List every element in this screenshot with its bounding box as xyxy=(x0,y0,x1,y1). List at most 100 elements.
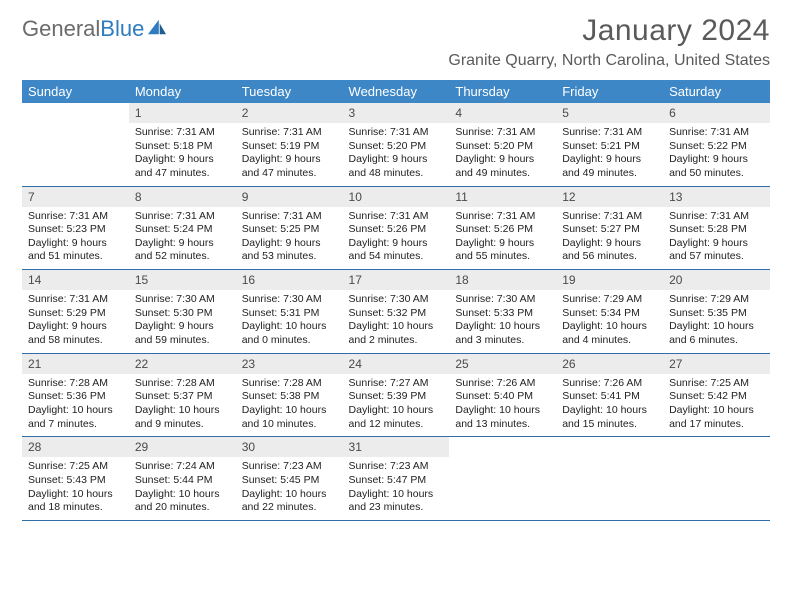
day-number: 5 xyxy=(556,103,663,123)
sunset-text: Sunset: 5:37 PM xyxy=(135,390,230,404)
sunrise-text: Sunrise: 7:29 AM xyxy=(669,293,764,307)
weekday-header-cell: Friday xyxy=(556,80,663,103)
brand-part1: General xyxy=(22,16,100,42)
sunset-text: Sunset: 5:21 PM xyxy=(562,140,657,154)
sunset-text: Sunset: 5:35 PM xyxy=(669,307,764,321)
daylight-text: Daylight: 10 hours and 13 minutes. xyxy=(455,404,550,431)
day-details: Sunrise: 7:26 AMSunset: 5:41 PMDaylight:… xyxy=(556,374,663,437)
daylight-text: Daylight: 9 hours and 47 minutes. xyxy=(135,153,230,180)
sunset-text: Sunset: 5:29 PM xyxy=(28,307,123,321)
day-number: 2 xyxy=(236,103,343,123)
calendar-body: . 1Sunrise: 7:31 AMSunset: 5:18 PMDaylig… xyxy=(22,103,770,520)
day-number: 31 xyxy=(343,437,450,457)
sunrise-text: Sunrise: 7:30 AM xyxy=(242,293,337,307)
day-details: Sunrise: 7:30 AMSunset: 5:31 PMDaylight:… xyxy=(236,290,343,353)
day-number: 22 xyxy=(129,354,236,374)
brand-logo: GeneralBlue xyxy=(22,16,168,42)
day-details: Sunrise: 7:28 AMSunset: 5:38 PMDaylight:… xyxy=(236,374,343,437)
daylight-text: Daylight: 9 hours and 55 minutes. xyxy=(455,237,550,264)
day-number: 4 xyxy=(449,103,556,123)
day-cell: 9Sunrise: 7:31 AMSunset: 5:25 PMDaylight… xyxy=(236,186,343,270)
day-number: 27 xyxy=(663,354,770,374)
day-cell: 12Sunrise: 7:31 AMSunset: 5:27 PMDayligh… xyxy=(556,186,663,270)
day-number: 19 xyxy=(556,270,663,290)
sunrise-text: Sunrise: 7:31 AM xyxy=(562,126,657,140)
sunrise-text: Sunrise: 7:25 AM xyxy=(28,460,123,474)
day-cell: 27Sunrise: 7:25 AMSunset: 5:42 PMDayligh… xyxy=(663,353,770,437)
day-details: Sunrise: 7:31 AMSunset: 5:18 PMDaylight:… xyxy=(129,123,236,186)
daylight-text: Daylight: 10 hours and 9 minutes. xyxy=(135,404,230,431)
day-details: Sunrise: 7:29 AMSunset: 5:34 PMDaylight:… xyxy=(556,290,663,353)
day-details: Sunrise: 7:23 AMSunset: 5:47 PMDaylight:… xyxy=(343,457,450,520)
day-cell: 3Sunrise: 7:31 AMSunset: 5:20 PMDaylight… xyxy=(343,103,450,186)
sunset-text: Sunset: 5:20 PM xyxy=(455,140,550,154)
day-details: Sunrise: 7:31 AMSunset: 5:26 PMDaylight:… xyxy=(449,207,556,270)
daylight-text: Daylight: 10 hours and 6 minutes. xyxy=(669,320,764,347)
day-cell: 15Sunrise: 7:30 AMSunset: 5:30 PMDayligh… xyxy=(129,270,236,354)
daylight-text: Daylight: 9 hours and 49 minutes. xyxy=(562,153,657,180)
daylight-text: Daylight: 9 hours and 50 minutes. xyxy=(669,153,764,180)
day-number: 28 xyxy=(22,437,129,457)
day-cell: 17Sunrise: 7:30 AMSunset: 5:32 PMDayligh… xyxy=(343,270,450,354)
sunrise-text: Sunrise: 7:28 AM xyxy=(135,377,230,391)
day-number: 23 xyxy=(236,354,343,374)
daylight-text: Daylight: 9 hours and 57 minutes. xyxy=(669,237,764,264)
sunset-text: Sunset: 5:26 PM xyxy=(349,223,444,237)
month-title: January 2024 xyxy=(448,14,770,48)
day-number: 9 xyxy=(236,187,343,207)
sunrise-text: Sunrise: 7:31 AM xyxy=(349,210,444,224)
daylight-text: Daylight: 10 hours and 18 minutes. xyxy=(28,488,123,515)
weekday-header-cell: Sunday xyxy=(22,80,129,103)
daylight-text: Daylight: 9 hours and 51 minutes. xyxy=(28,237,123,264)
sunrise-text: Sunrise: 7:30 AM xyxy=(455,293,550,307)
sunrise-text: Sunrise: 7:23 AM xyxy=(242,460,337,474)
calendar-row: 7Sunrise: 7:31 AMSunset: 5:23 PMDaylight… xyxy=(22,186,770,270)
sail-icon xyxy=(146,18,168,36)
day-cell: 29Sunrise: 7:24 AMSunset: 5:44 PMDayligh… xyxy=(129,437,236,521)
day-cell: 30Sunrise: 7:23 AMSunset: 5:45 PMDayligh… xyxy=(236,437,343,521)
weekday-header-cell: Thursday xyxy=(449,80,556,103)
empty-cell: . xyxy=(449,437,556,521)
sunrise-text: Sunrise: 7:24 AM xyxy=(135,460,230,474)
sunrise-text: Sunrise: 7:31 AM xyxy=(28,293,123,307)
sunset-text: Sunset: 5:26 PM xyxy=(455,223,550,237)
day-cell: 25Sunrise: 7:26 AMSunset: 5:40 PMDayligh… xyxy=(449,353,556,437)
sunrise-text: Sunrise: 7:31 AM xyxy=(562,210,657,224)
sunrise-text: Sunrise: 7:26 AM xyxy=(455,377,550,391)
day-number: 3 xyxy=(343,103,450,123)
sunset-text: Sunset: 5:39 PM xyxy=(349,390,444,404)
sunrise-text: Sunrise: 7:31 AM xyxy=(242,210,337,224)
day-number: 8 xyxy=(129,187,236,207)
sunset-text: Sunset: 5:43 PM xyxy=(28,474,123,488)
sunrise-text: Sunrise: 7:27 AM xyxy=(349,377,444,391)
sunset-text: Sunset: 5:20 PM xyxy=(349,140,444,154)
weekday-header-cell: Saturday xyxy=(663,80,770,103)
sunset-text: Sunset: 5:32 PM xyxy=(349,307,444,321)
daylight-text: Daylight: 10 hours and 22 minutes. xyxy=(242,488,337,515)
sunset-text: Sunset: 5:42 PM xyxy=(669,390,764,404)
day-cell: 5 Sunrise: 7:31 AMSunset: 5:21 PMDaylight… xyxy=(556,103,663,186)
day-number: 25 xyxy=(449,354,556,374)
day-details: Sunrise: 7:31 AMSunset: 5:29 PMDaylight:… xyxy=(22,290,129,353)
weekday-header-cell: Tuesday xyxy=(236,80,343,103)
day-details: Sunrise: 7:24 AMSunset: 5:44 PMDaylight:… xyxy=(129,457,236,520)
sunset-text: Sunset: 5:44 PM xyxy=(135,474,230,488)
day-cell: 22 Sunrise: 7:28 AMSunset: 5:37 PMDayligh… xyxy=(129,353,236,437)
day-number: 16 xyxy=(236,270,343,290)
daylight-text: Daylight: 9 hours and 54 minutes. xyxy=(349,237,444,264)
sunset-text: Sunset: 5:41 PM xyxy=(562,390,657,404)
day-cell: 11Sunrise: 7:31 AMSunset: 5:26 PMDayligh… xyxy=(449,186,556,270)
daylight-text: Daylight: 10 hours and 15 minutes. xyxy=(562,404,657,431)
sunrise-text: Sunrise: 7:23 AM xyxy=(349,460,444,474)
sunset-text: Sunset: 5:34 PM xyxy=(562,307,657,321)
day-details: Sunrise: 7:26 AMSunset: 5:40 PMDaylight:… xyxy=(449,374,556,437)
daylight-text: Daylight: 9 hours and 58 minutes. xyxy=(28,320,123,347)
sunrise-text: Sunrise: 7:31 AM xyxy=(455,210,550,224)
calendar-row: 21Sunrise: 7:28 AMSunset: 5:36 PMDayligh… xyxy=(22,353,770,437)
day-cell: 4Sunrise: 7:31 AMSunset: 5:20 PMDaylight… xyxy=(449,103,556,186)
sunset-text: Sunset: 5:33 PM xyxy=(455,307,550,321)
daylight-text: Daylight: 10 hours and 23 minutes. xyxy=(349,488,444,515)
daylight-text: Daylight: 10 hours and 10 minutes. xyxy=(242,404,337,431)
day-cell: 8Sunrise: 7:31 AMSunset: 5:24 PMDaylight… xyxy=(129,186,236,270)
sunrise-text: Sunrise: 7:29 AM xyxy=(562,293,657,307)
